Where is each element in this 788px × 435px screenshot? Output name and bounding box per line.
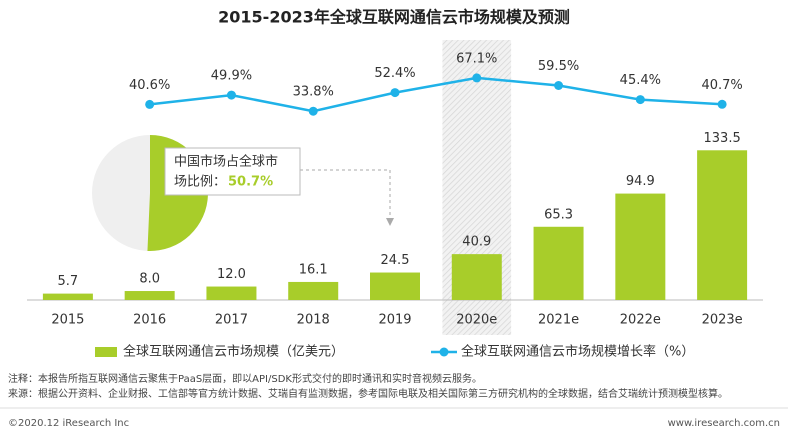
value-label: 40.9 bbox=[462, 235, 491, 250]
line-point bbox=[554, 81, 564, 90]
chart-title: 2015-2023年全球互联网通信云市场规模及预测 bbox=[218, 8, 570, 27]
x-tick-label: 2022e bbox=[620, 313, 661, 328]
line-point bbox=[308, 106, 318, 116]
line-point bbox=[226, 90, 236, 100]
note: 注释：本报告所指互联网通信云聚焦于PaaS层面，即以API/SDK形式交付的即时… bbox=[8, 372, 482, 385]
annotation-text: 场比例： bbox=[174, 175, 226, 190]
line-point bbox=[472, 73, 482, 83]
annotation-box bbox=[164, 147, 301, 196]
legend-swatch bbox=[439, 347, 449, 357]
value-label: 40.6% bbox=[129, 78, 170, 93]
bar bbox=[697, 150, 748, 300]
annotation-arrow bbox=[300, 169, 394, 226]
value-label: 67.1% bbox=[456, 51, 497, 66]
footer-left: ©2020.12 iResearch Inc bbox=[8, 418, 129, 429]
line-point bbox=[145, 99, 155, 109]
value-label: 49.9% bbox=[211, 69, 252, 84]
value-label: 52.4% bbox=[374, 66, 415, 81]
footer-right: www.iresearch.com.cn bbox=[668, 418, 780, 429]
x-tick-label: 2019 bbox=[378, 313, 411, 328]
line-point bbox=[390, 88, 400, 98]
value-label: 16.1 bbox=[299, 262, 328, 277]
line bbox=[149, 76, 723, 113]
value-label: 8.0 bbox=[139, 272, 160, 287]
line-point bbox=[635, 95, 645, 105]
value-label: 33.8% bbox=[293, 85, 334, 100]
bar bbox=[42, 293, 93, 300]
bar bbox=[288, 281, 339, 300]
bar bbox=[615, 193, 666, 300]
annotation-share: 50.7% bbox=[228, 175, 273, 190]
note: 来源：根据公开资料、企业财报、工信部等官方统计数据、艾瑞自有监测数据，参考国际电… bbox=[8, 387, 728, 400]
value-label: 133.5 bbox=[704, 131, 741, 146]
legend-label: 全球互联网通信云市场规模增长率（%） bbox=[461, 344, 694, 360]
legend-label: 全球互联网通信云市场规模（亿美元） bbox=[123, 344, 344, 360]
bar bbox=[533, 226, 584, 300]
legend-swatch bbox=[95, 347, 117, 357]
bar bbox=[451, 254, 502, 300]
x-tick-label: 2017 bbox=[215, 313, 248, 328]
value-label: 5.7 bbox=[58, 274, 79, 289]
line-point bbox=[717, 99, 727, 109]
x-tick-label: 2015 bbox=[51, 313, 84, 328]
x-tick-label: 2018 bbox=[297, 313, 330, 328]
x-tick-label: 2016 bbox=[133, 313, 166, 328]
value-label: 59.5% bbox=[538, 59, 579, 74]
annotation-text: 中国市场占全球市 bbox=[174, 154, 278, 170]
bar bbox=[206, 286, 257, 300]
bar bbox=[124, 291, 175, 300]
value-label: 65.3 bbox=[544, 207, 573, 222]
value-label: 40.7% bbox=[701, 78, 742, 93]
value-label: 24.5 bbox=[381, 253, 410, 268]
x-tick-label: 2023e bbox=[702, 313, 743, 328]
value-label: 12.0 bbox=[217, 267, 246, 282]
value-label: 45.4% bbox=[620, 73, 661, 88]
value-label: 94.9 bbox=[626, 174, 655, 189]
bar bbox=[370, 272, 420, 300]
x-tick-label: 2020e bbox=[456, 313, 497, 328]
x-tick-label: 2021e bbox=[538, 313, 579, 328]
